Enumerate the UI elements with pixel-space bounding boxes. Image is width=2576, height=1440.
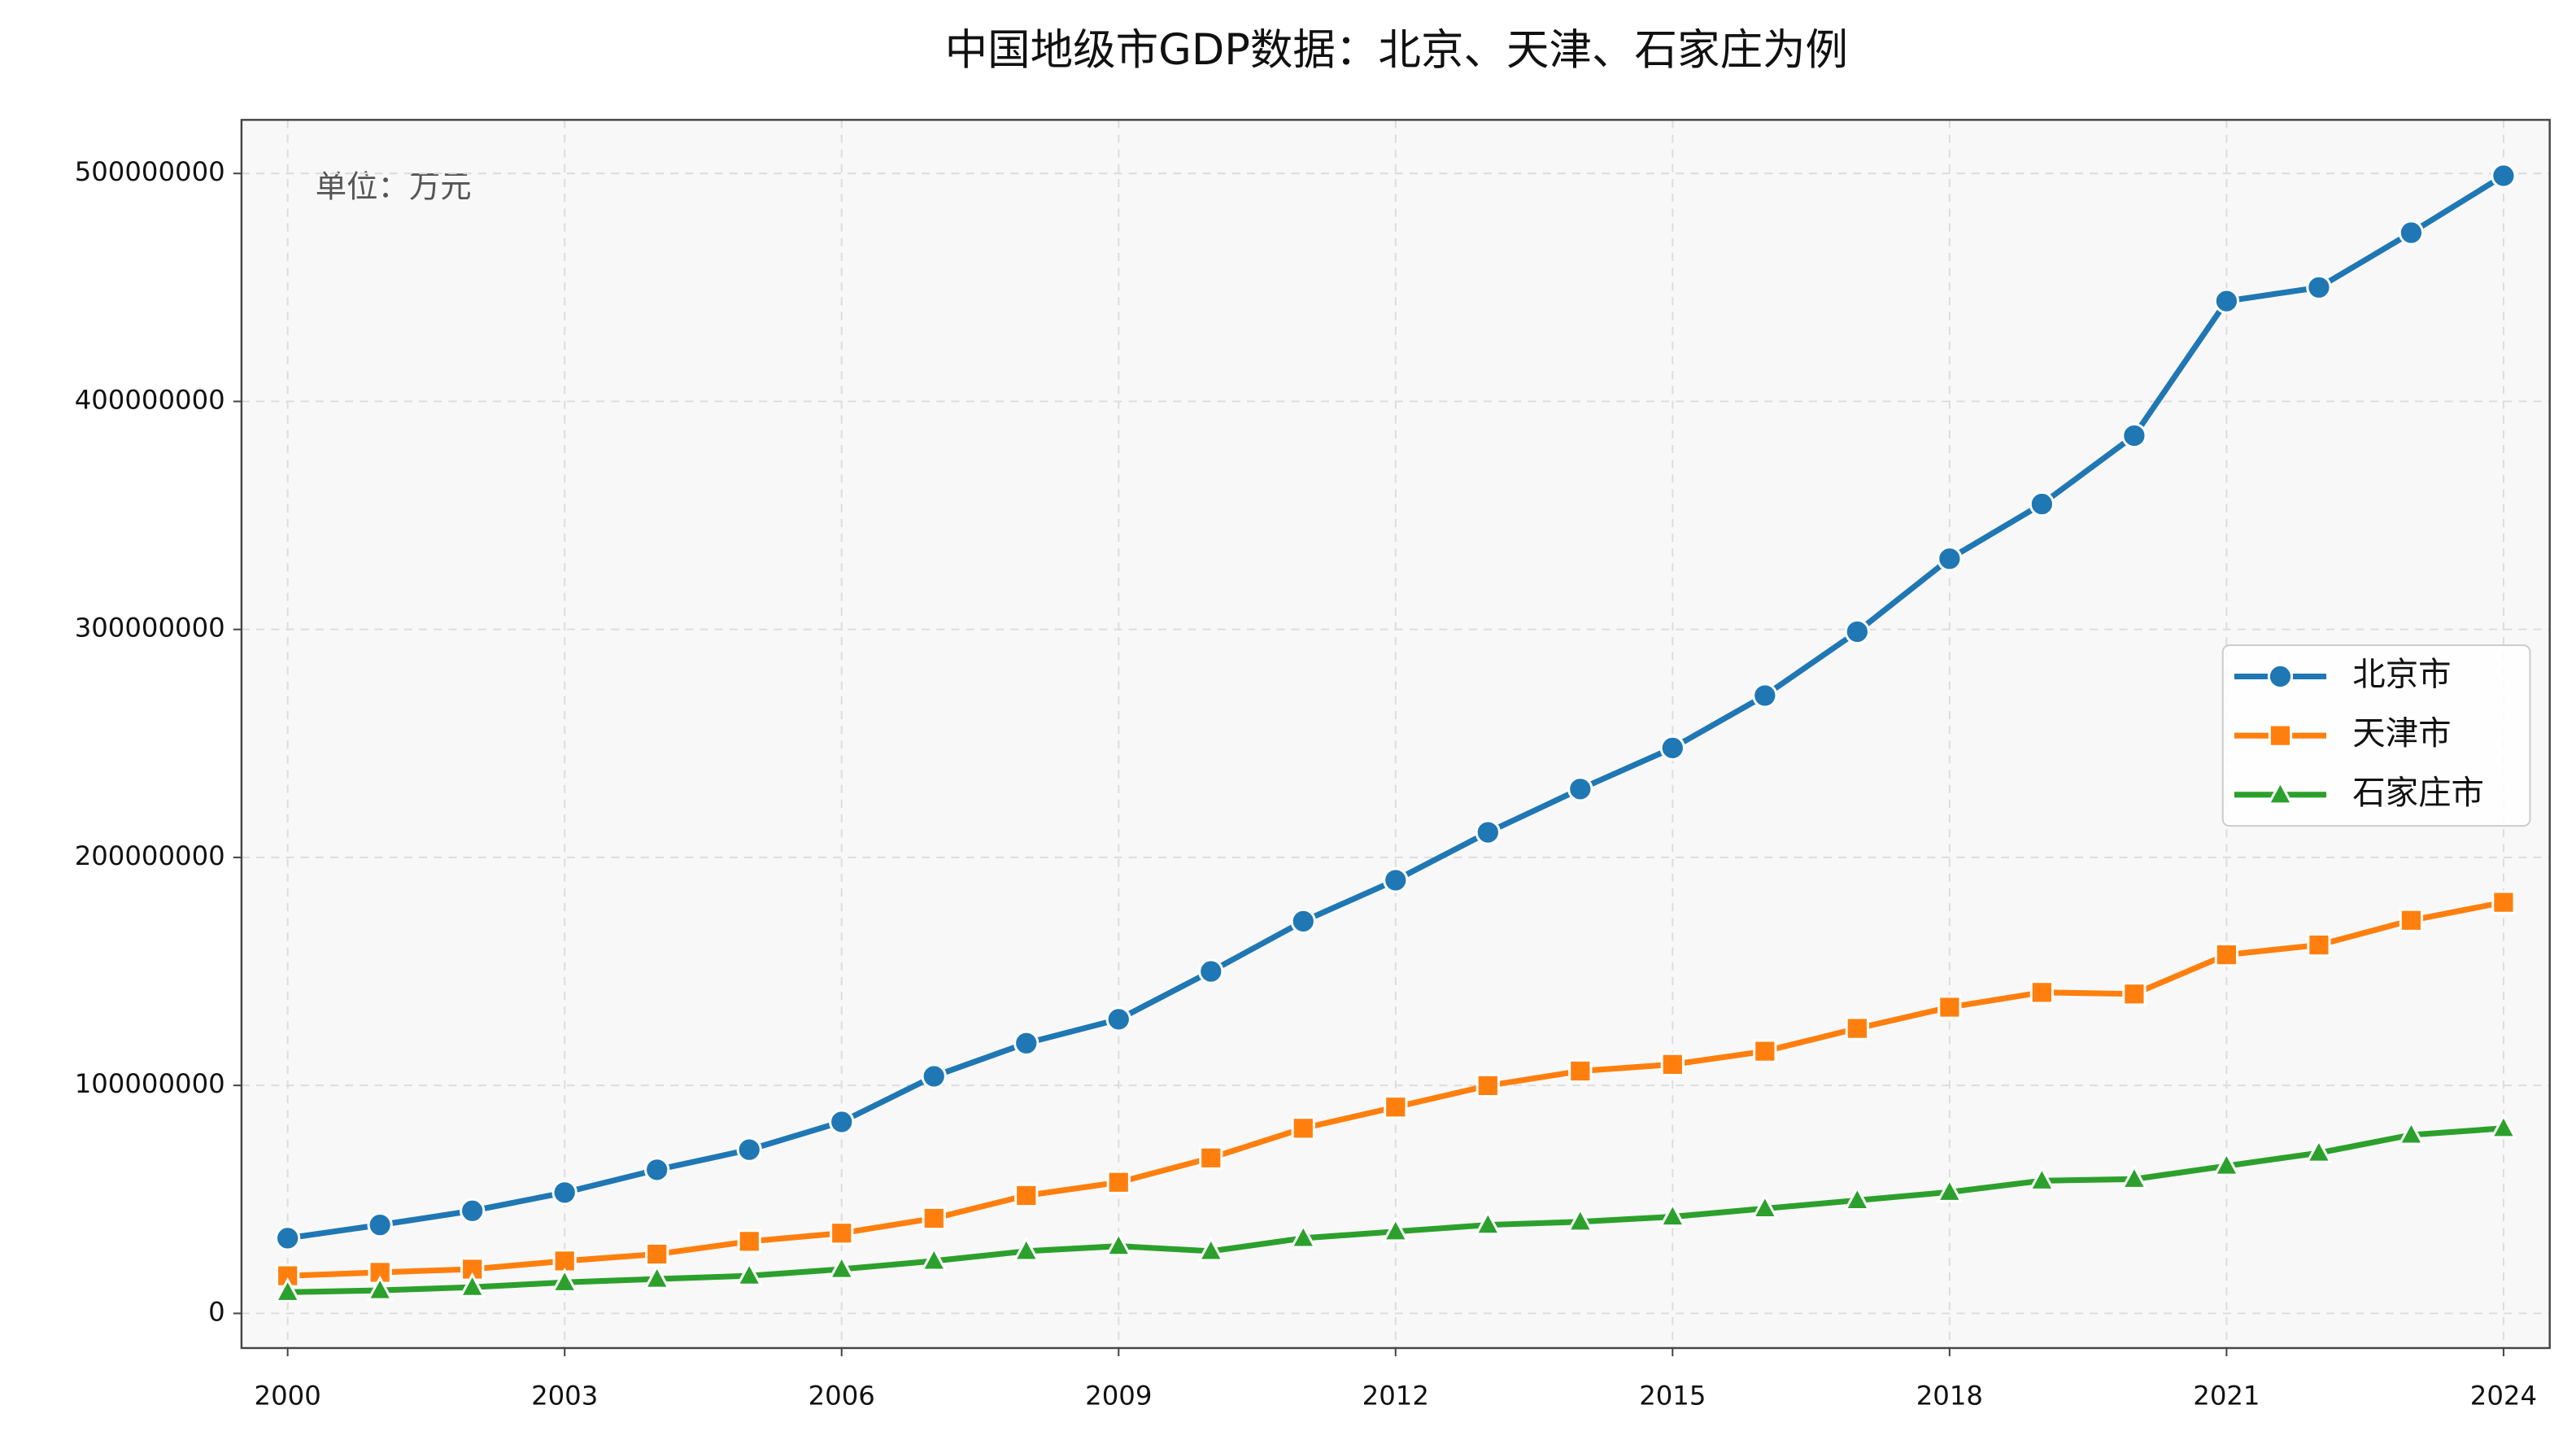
marker bbox=[643, 1263, 671, 1289]
marker bbox=[1105, 1231, 1132, 1257]
x-tick-label: 2024 bbox=[2470, 1381, 2537, 1412]
marker bbox=[1014, 1183, 1039, 1208]
legend-marker bbox=[2268, 723, 2293, 748]
marker bbox=[920, 1246, 948, 1272]
marker bbox=[1013, 1030, 1040, 1056]
marker bbox=[2212, 1150, 2241, 1176]
marker bbox=[2029, 980, 2055, 1005]
marker bbox=[1384, 1095, 1408, 1119]
marker bbox=[2305, 1137, 2333, 1163]
marker bbox=[736, 1137, 762, 1163]
marker bbox=[2399, 908, 2424, 932]
marker bbox=[1382, 1216, 1410, 1242]
marker bbox=[1289, 1223, 1317, 1249]
marker bbox=[1291, 1116, 1315, 1141]
marker bbox=[2398, 220, 2425, 246]
marker bbox=[552, 1249, 577, 1273]
marker bbox=[1937, 995, 1962, 1019]
x-tick-label: 2012 bbox=[1362, 1381, 1429, 1412]
marker bbox=[828, 1254, 856, 1280]
legend bbox=[2221, 644, 2531, 827]
marker bbox=[2121, 1163, 2148, 1189]
marker bbox=[1753, 1039, 1777, 1063]
x-tick-label: 2009 bbox=[1085, 1381, 1152, 1412]
y-tick-label: 200000000 bbox=[75, 840, 225, 871]
chart-title: 中国地级市GDP数据：北京、天津、石家庄为例 bbox=[945, 25, 1848, 75]
marker bbox=[1659, 735, 1685, 761]
marker bbox=[459, 1272, 486, 1298]
marker bbox=[735, 1260, 763, 1286]
marker bbox=[829, 1109, 855, 1135]
marker bbox=[921, 1063, 947, 1089]
marker bbox=[2213, 288, 2240, 314]
marker bbox=[2029, 491, 2055, 517]
marker bbox=[2397, 1119, 2426, 1145]
marker bbox=[645, 1241, 669, 1267]
marker bbox=[1105, 1006, 1131, 1032]
marker bbox=[551, 1267, 578, 1293]
marker bbox=[1567, 776, 1593, 802]
marker bbox=[830, 1221, 854, 1246]
marker bbox=[2214, 942, 2239, 967]
marker bbox=[2122, 982, 2147, 1006]
marker bbox=[1937, 546, 1963, 572]
x-tick-label: 2006 bbox=[809, 1381, 875, 1412]
marker bbox=[2121, 422, 2147, 449]
legend-label: 天津市 bbox=[2352, 714, 2451, 753]
marker bbox=[1845, 1016, 1869, 1041]
marker bbox=[2491, 890, 2516, 914]
marker bbox=[2307, 932, 2331, 958]
legend-marker bbox=[2267, 663, 2294, 690]
marker bbox=[1474, 1210, 1502, 1236]
marker bbox=[367, 1212, 393, 1238]
marker bbox=[1751, 1193, 1779, 1220]
marker bbox=[1752, 683, 1778, 709]
y-tick-label: 100000000 bbox=[75, 1068, 225, 1099]
marker bbox=[1844, 618, 1871, 645]
marker bbox=[2490, 1113, 2517, 1139]
x-tick-label: 2018 bbox=[1916, 1381, 1983, 1412]
marker bbox=[644, 1157, 670, 1183]
marker bbox=[275, 1225, 301, 1251]
marker bbox=[1475, 819, 1501, 845]
legend-label: 北京市 bbox=[2352, 656, 2451, 694]
marker bbox=[273, 1276, 302, 1303]
y-tick-label: 300000000 bbox=[75, 613, 225, 644]
marker bbox=[1199, 1145, 1223, 1170]
marker bbox=[1658, 1202, 1687, 1228]
marker bbox=[2028, 1165, 2056, 1191]
marker bbox=[2491, 163, 2517, 189]
annotation: 单位：万元 bbox=[316, 169, 472, 206]
x-tick-label: 2021 bbox=[2193, 1381, 2260, 1412]
legend-label: 石家庄市 bbox=[2352, 774, 2484, 812]
marker bbox=[1936, 1176, 1964, 1202]
x-tick-label: 2015 bbox=[1639, 1381, 1706, 1412]
marker bbox=[1475, 1073, 1500, 1098]
marker bbox=[1568, 1058, 1593, 1084]
marker bbox=[1197, 1236, 1225, 1262]
y-tick-label: 400000000 bbox=[75, 384, 225, 415]
x-tick-label: 2000 bbox=[255, 1381, 321, 1412]
marker bbox=[1383, 867, 1409, 893]
marker bbox=[1290, 908, 1316, 935]
legend-marker bbox=[2266, 779, 2295, 805]
marker bbox=[1567, 1207, 1594, 1233]
marker bbox=[366, 1275, 394, 1301]
marker bbox=[551, 1180, 578, 1206]
x-tick-label: 2003 bbox=[531, 1381, 598, 1412]
marker bbox=[922, 1206, 946, 1231]
marker bbox=[737, 1229, 761, 1254]
marker bbox=[1013, 1236, 1040, 1262]
marker bbox=[1660, 1052, 1685, 1076]
y-tick-label: 0 bbox=[208, 1296, 225, 1327]
marker bbox=[460, 1198, 486, 1224]
marker bbox=[1843, 1185, 1872, 1211]
marker bbox=[1106, 1170, 1131, 1194]
marker bbox=[1198, 958, 1224, 984]
y-tick-label: 500000000 bbox=[75, 156, 225, 187]
marker bbox=[2306, 274, 2332, 300]
